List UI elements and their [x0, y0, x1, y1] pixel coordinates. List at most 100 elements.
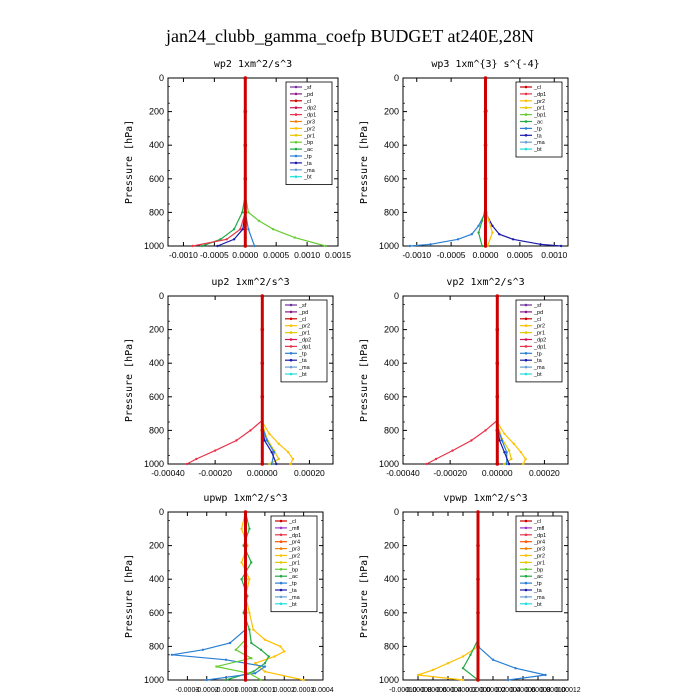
figure-title: jan24_clubb_gamma_coefp BUDGET at240E,28…: [165, 26, 534, 46]
legend-label: _tp: [533, 351, 542, 357]
data-point: [228, 641, 232, 645]
y-tick-label: 1000: [379, 675, 399, 685]
data-point: [484, 429, 487, 432]
data-point: [254, 672, 257, 675]
panel-title: vpwp 1xm^2/s^3: [443, 493, 527, 504]
data-point: [191, 244, 194, 248]
data-point: [476, 543, 480, 548]
y-tick-label: 1000: [379, 459, 399, 469]
legend-marker: [289, 331, 293, 334]
legend-label: _dp2: [303, 106, 316, 112]
legend-label: _mfl: [288, 526, 299, 532]
data-point: [476, 678, 480, 682]
legend-marker: [279, 533, 283, 537]
legend-label: _ma: [303, 168, 316, 174]
legend-marker: [294, 140, 298, 144]
x-tick-label: 0.0001: [254, 687, 276, 694]
legend-marker: [294, 99, 298, 103]
y-tick-label: 800: [149, 425, 164, 435]
legend-box: [515, 299, 563, 383]
legend-marker: [524, 365, 528, 369]
data-point: [495, 428, 500, 433]
legend-label: _sf: [298, 303, 307, 309]
legend-label: _bt: [288, 602, 297, 608]
legend-label: _dp1: [303, 113, 316, 119]
data-point: [260, 462, 265, 466]
data-point: [461, 655, 465, 658]
x-tick-label: 0.0000: [232, 250, 258, 260]
data-point: [252, 628, 255, 631]
data-point: [483, 109, 488, 114]
legend-label: _pr4: [288, 540, 300, 546]
x-tick-label: 0.00000: [247, 468, 278, 478]
data-point: [289, 462, 292, 466]
legend-marker: [524, 92, 528, 96]
data-point: [260, 395, 265, 399]
legend-label: _pr3: [303, 120, 315, 126]
legend-marker: [294, 106, 298, 109]
y-tick-label: 200: [149, 541, 164, 551]
legend-label: _pr2: [303, 126, 315, 132]
legend-marker: [524, 372, 528, 376]
data-point: [250, 657, 253, 660]
data-point: [476, 577, 480, 581]
legend-marker: [524, 588, 528, 592]
y-tick-label: 1000: [144, 459, 164, 469]
x-tick-label: 0.00002: [480, 687, 505, 694]
x-tick-label: -0.0010: [402, 250, 431, 260]
data-point: [495, 294, 500, 298]
data-point: [524, 457, 527, 461]
legend-marker: [524, 147, 528, 151]
data-point: [429, 243, 432, 246]
data-point: [243, 177, 248, 181]
x-tick-label: 0.0003: [293, 687, 315, 694]
legend-label: _cl: [298, 317, 306, 323]
legend-label: _pr3: [288, 547, 300, 553]
legend-marker: [294, 92, 298, 96]
x-tick-label: 0.0002: [274, 687, 296, 694]
legend-marker: [524, 554, 528, 557]
legend-marker: [294, 168, 298, 172]
legend-marker: [289, 310, 293, 314]
data-point: [483, 76, 488, 80]
data-point: [235, 439, 238, 442]
x-tick-label: 0.00004: [495, 687, 520, 694]
y-tick-label: 600: [384, 174, 399, 184]
x-tick-label: 0.0004: [312, 687, 334, 694]
data-point: [263, 638, 267, 641]
plot-frame: [402, 511, 569, 681]
data-point: [507, 462, 511, 466]
data-point: [480, 219, 484, 222]
legend-label: _ta: [533, 133, 543, 139]
legend-marker: [279, 595, 283, 599]
data-point: [241, 211, 244, 214]
data-point: [539, 243, 542, 246]
legend-marker: [524, 595, 528, 599]
legend-marker: [524, 140, 528, 144]
legend-marker: [524, 338, 528, 341]
data-point: [260, 361, 265, 366]
legend-label: _pr1: [533, 560, 545, 566]
data-point: [425, 462, 428, 466]
x-tick-label: 0.0000: [473, 250, 499, 260]
data-point: [252, 670, 255, 673]
data-point: [270, 451, 273, 454]
legend-marker: [289, 365, 293, 369]
legend-marker: [524, 574, 528, 578]
data-point: [477, 231, 480, 234]
x-tick-label: -0.0002: [195, 687, 219, 694]
data-point: [324, 244, 327, 248]
legend-marker: [524, 120, 528, 123]
legend-marker: [279, 581, 283, 585]
x-tick-label: -0.00040: [151, 468, 185, 478]
legend-label: _ma: [533, 595, 546, 601]
x-tick-label: 0.00000: [465, 687, 490, 694]
x-tick-label: -0.0010: [169, 250, 198, 260]
y-tick-label: 1000: [144, 675, 164, 685]
legend-marker: [289, 358, 293, 362]
data-point: [257, 219, 261, 222]
legend-label: _ta: [298, 358, 308, 364]
data-point: [232, 238, 236, 241]
y-axis-label: Pressure [hPa]: [359, 554, 370, 638]
panel-4: upwp 1xm^2/s^3 Pressure [hPa] 0 200 400 600 80…: [124, 493, 334, 694]
